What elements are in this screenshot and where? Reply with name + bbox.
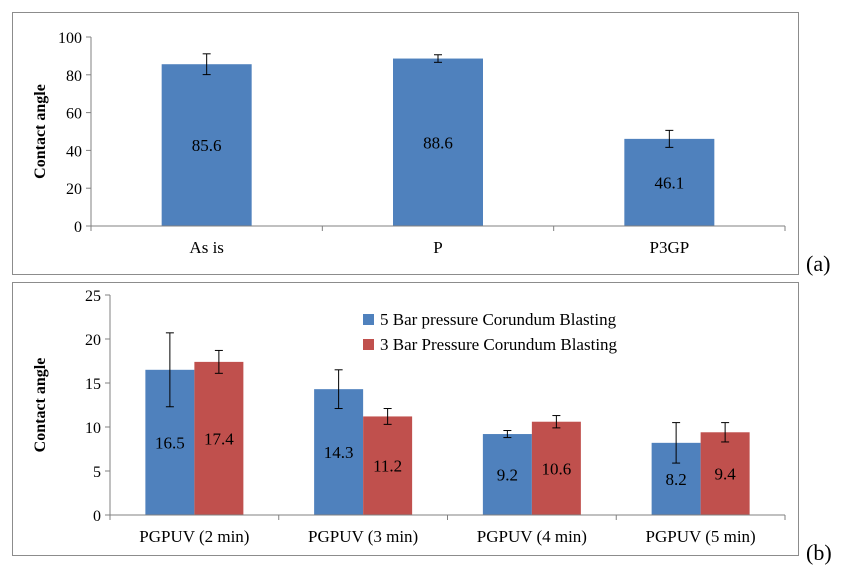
y-tick-label: 10 <box>85 420 101 437</box>
chart-a-svg: 0 20 40 60 80 100 85.6 88.6 46.1 As is P P3GP Contac… <box>32 30 786 257</box>
y-tick-label: 40 <box>66 143 82 160</box>
legend-swatch <box>363 314 374 325</box>
y-tick-label: 15 <box>85 376 101 393</box>
bar <box>161 64 252 226</box>
data-label: 46.1 <box>654 173 684 192</box>
panel-label-b: (b) <box>806 540 832 565</box>
panel-label-a: (a) <box>806 251 831 276</box>
x-tick-label: As is <box>189 238 223 257</box>
data-label: 85.6 <box>192 136 222 155</box>
x-tick-label: PGPUV (2 min) <box>139 527 249 546</box>
data-label: 16.5 <box>155 433 185 452</box>
x-tick-label: P <box>433 238 442 257</box>
bar <box>624 138 715 226</box>
y-tick-label: 0 <box>74 219 82 236</box>
y-axis-title: Contact angle <box>32 358 49 453</box>
bar <box>363 416 413 515</box>
chart-panel-b: 0 5 10 15 20 25 16.5 14.3 9.2 8.2 17.4 11.2 10.6 9.4 P… <box>12 282 799 556</box>
x-tick-label: PGPUV (5 min) <box>646 527 756 546</box>
bar <box>700 432 750 515</box>
y-tick-label: 0 <box>93 508 101 525</box>
y-tick-label: 20 <box>85 332 101 349</box>
x-tick-label: PGPUV (4 min) <box>477 527 587 546</box>
data-label: 9.4 <box>715 465 737 484</box>
bar <box>531 421 581 515</box>
y-tick-label: 5 <box>93 464 101 481</box>
data-label: 10.6 <box>542 459 572 478</box>
legend-label: 3 Bar Pressure Corundum Blasting <box>380 335 618 354</box>
y-tick-label: 80 <box>66 68 82 85</box>
y-tick-label: 20 <box>66 181 82 198</box>
data-label: 14.3 <box>324 443 354 462</box>
bar <box>482 434 532 515</box>
y-axis-title: Contact angle <box>32 84 49 179</box>
data-label: 11.2 <box>373 457 402 476</box>
bar <box>314 389 364 515</box>
chart-panel-a: 0 20 40 60 80 100 85.6 88.6 46.1 As is P P3GP Contac… <box>12 12 799 275</box>
data-label: 17.4 <box>204 429 234 448</box>
y-tick-label: 25 <box>85 288 101 305</box>
data-label: 9.2 <box>497 466 518 485</box>
x-tick-label: PGPUV (3 min) <box>308 527 418 546</box>
y-tick-label: 100 <box>58 30 82 47</box>
legend-swatch <box>363 339 374 350</box>
y-tick-label: 60 <box>66 106 82 123</box>
data-label: 88.6 <box>423 133 453 152</box>
legend-label: 5 Bar pressure Corundum Blasting <box>380 310 617 329</box>
bar <box>393 58 483 226</box>
chart-b-svg: 0 5 10 15 20 25 16.5 14.3 9.2 8.2 17.4 11.2 10.6 9.4 P… <box>32 288 786 546</box>
bar <box>194 361 244 515</box>
x-tick-label: P3GP <box>649 238 689 257</box>
data-label: 8.2 <box>666 470 687 489</box>
